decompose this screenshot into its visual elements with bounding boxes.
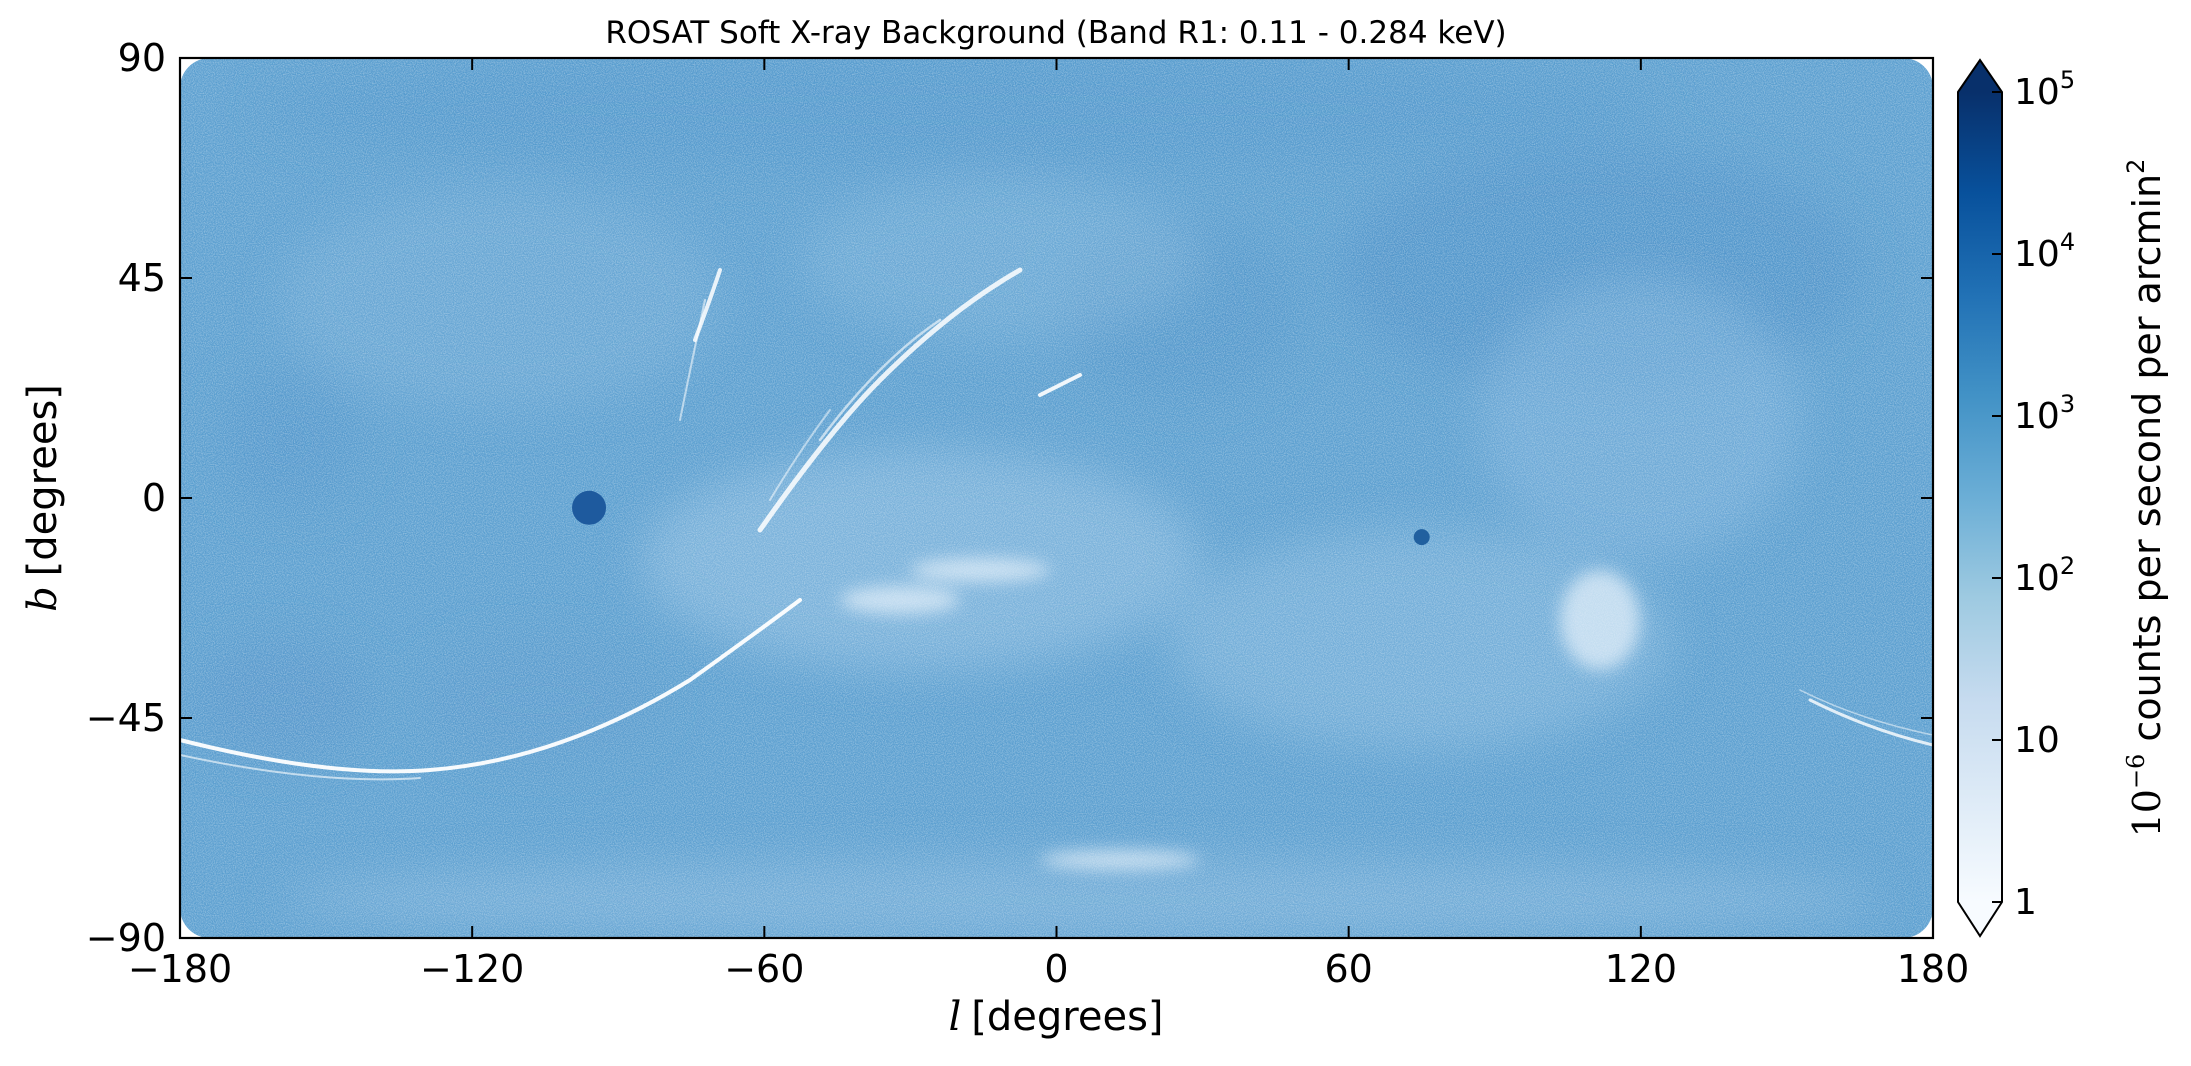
y-tick-label: 45	[118, 256, 166, 300]
colorbar-label-suffix-exp: 2	[2122, 159, 2150, 174]
x-tick-label: 60	[1324, 947, 1372, 991]
x-tick-label: 0	[1044, 947, 1068, 991]
colorbar-gradient	[1958, 92, 2002, 902]
x-tick-label: 180	[1897, 947, 1970, 991]
heatmap-image	[180, 58, 1933, 938]
colorbar-label-prefix: 10	[2125, 789, 2169, 837]
colorbar-label: 10−6 counts per second per arcmin2	[2122, 159, 2169, 838]
x-axis-label-var: l	[948, 994, 961, 1040]
y-tick-label: −45	[86, 696, 166, 740]
x-axis: −180 −120 −60 0 60 120 180	[128, 58, 1969, 991]
x-tick-label: 120	[1605, 947, 1678, 991]
bright-sources	[572, 490, 1430, 546]
x-tick-label: −180	[128, 947, 232, 991]
heatmap-scan-stripes	[180, 267, 1933, 781]
colorbar-extend-max	[1958, 60, 2002, 92]
colorbar-tick-label: 1	[2014, 882, 2037, 923]
heatmap-speckle	[840, 558, 1640, 870]
colorbar-label-main: counts per second per arcmin	[2125, 174, 2169, 754]
colorbar-tick-label: 103	[2014, 390, 2075, 437]
chart-title: ROSAT Soft X-ray Background (Band R1: 0.…	[605, 15, 1506, 51]
y-axis-label-var: b	[20, 586, 66, 612]
y-axis: 90 45 0 −45 −90	[86, 36, 1933, 960]
colorbar-tick-label: 10	[2014, 720, 2060, 761]
y-tick-label: −90	[86, 916, 166, 960]
colorbar-label-prefix-exp: −6	[2122, 754, 2150, 789]
colorbar-tick-label: 102	[2014, 552, 2075, 599]
colorbar-tick-label: 104	[2014, 228, 2075, 275]
y-axis-label: b [degrees]	[20, 384, 66, 612]
bright-source-blob	[572, 490, 607, 525]
colorbar-ticks: 1 10 102 103 104 105	[1992, 66, 2075, 923]
x-tick-label: −120	[420, 947, 524, 991]
bright-source-blob	[1413, 529, 1430, 546]
colorbar-tick-label: 105	[2014, 66, 2075, 113]
y-tick-label: 0	[142, 476, 166, 520]
y-tick-label: 90	[118, 36, 166, 80]
colorbar-extend-min	[1958, 902, 2002, 936]
x-tick-label: −60	[724, 947, 804, 991]
x-axis-label-unit: [degrees]	[971, 994, 1163, 1040]
y-axis-label-unit: [degrees]	[20, 384, 66, 576]
x-axis-label: l [degrees]	[948, 994, 1163, 1040]
